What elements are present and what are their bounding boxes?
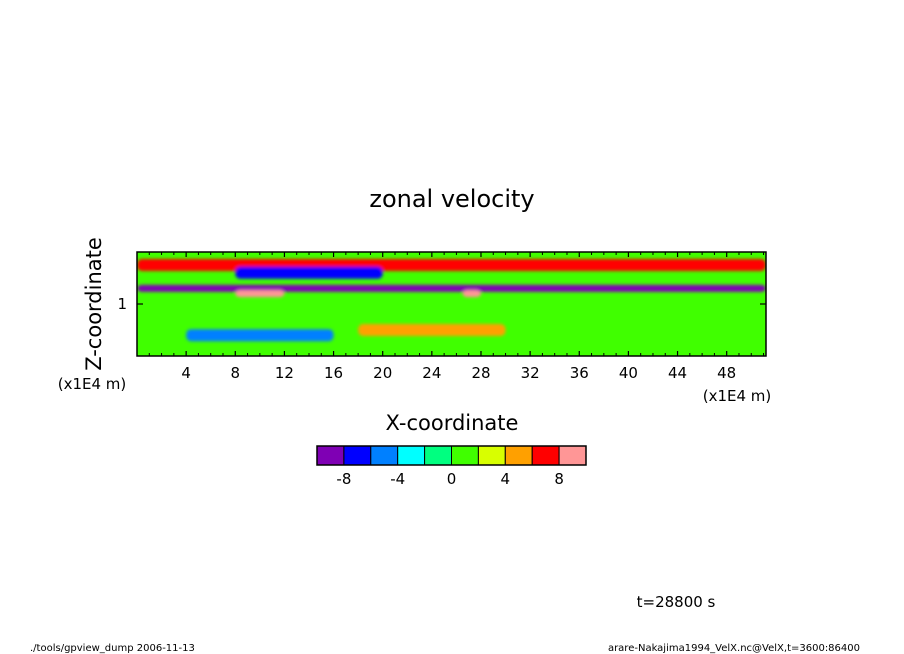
y-tick-label: 1 — [117, 295, 127, 313]
colorbar-swatch — [477, 445, 506, 466]
footer-source-left: ./tools/gpview_dump 2006-11-13 — [30, 643, 195, 654]
x-tick-label: 28 — [471, 364, 490, 382]
colorbar-swatch — [424, 445, 453, 466]
x-tick-label: 48 — [717, 364, 736, 382]
y-axis-ticks: 1 — [117, 295, 766, 313]
field-feature-4 — [462, 290, 481, 298]
field-feature-0 — [137, 259, 766, 271]
colorbar-swatch — [504, 445, 533, 466]
field-feature-6 — [186, 329, 334, 342]
colorbar-tick-label: 0 — [447, 470, 457, 488]
x-axis-label: X-coordinate — [386, 411, 519, 435]
velocity-field — [137, 259, 766, 342]
colorbar: -8 -4 0 4 8 — [316, 445, 587, 488]
x-tick-label: 44 — [668, 364, 687, 382]
x-tick-label: 24 — [422, 364, 441, 382]
x-tick-label: 12 — [275, 364, 294, 382]
x-tick-label: 40 — [619, 364, 638, 382]
x-axis-ticks: 4 8 12 16 20 24 28 32 36 40 44 48 — [148, 252, 765, 382]
x-tick-label: 32 — [521, 364, 540, 382]
colorbar-swatch — [343, 445, 372, 466]
x-tick-label: 36 — [570, 364, 589, 382]
y-axis-unit: (x1E4 m) — [58, 375, 127, 393]
colorbar-swatch — [370, 445, 399, 466]
field-feature-3 — [235, 290, 285, 298]
colorbar-swatch — [397, 445, 426, 466]
x-tick-label: 4 — [181, 364, 191, 382]
footer-source-right: arare-Nakajima1994_VelX.nc@VelX,t=3600:8… — [608, 643, 860, 654]
field-feature-2 — [137, 284, 766, 292]
field-feature-5 — [358, 324, 506, 336]
x-tick-label: 20 — [373, 364, 392, 382]
colorbar-swatch — [531, 445, 560, 466]
colorbar-swatch — [558, 445, 587, 466]
x-axis-unit: (x1E4 m) — [703, 387, 772, 405]
colorbar-swatch — [451, 445, 479, 466]
colorbar-tick-label: -4 — [390, 470, 405, 488]
x-tick-label: 16 — [324, 364, 343, 382]
y-axis-label: Z-coordinate — [82, 237, 106, 371]
colorbar-tick-label: -8 — [336, 470, 351, 488]
time-annotation: t=28800 s — [637, 593, 716, 611]
colorbar-frame — [316, 445, 587, 466]
field-feature-1 — [235, 266, 383, 279]
colorbar-tick-label: 4 — [501, 470, 511, 488]
x-tick-label: 8 — [231, 364, 241, 382]
colorbar-swatch — [316, 445, 345, 466]
colorbar-tick-label: 8 — [554, 470, 564, 488]
chart-title: zonal velocity — [369, 185, 534, 213]
plot-area — [137, 252, 766, 356]
